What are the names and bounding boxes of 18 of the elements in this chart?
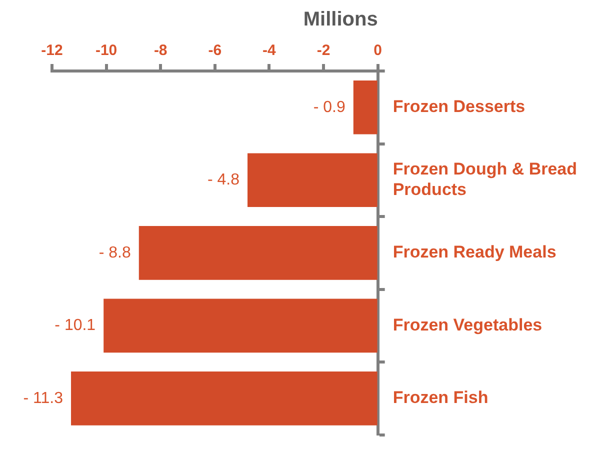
y-tick-label: Frozen Vegetables [392, 315, 542, 334]
x-tick-label: -6 [208, 42, 222, 60]
y-tick-label: Frozen Dough & Bread Products [392, 160, 577, 200]
x-tick-label: -4 [262, 42, 277, 60]
x-tick-label: -10 [95, 42, 118, 60]
y-tick-label: Frozen Fish [392, 388, 488, 408]
y-tick-label: Frozen Desserts [392, 97, 526, 116]
data-label: - 11.3 [23, 390, 64, 407]
data-label: - 0.9 [313, 98, 346, 116]
data-label: - 8.8 [98, 244, 131, 262]
x-tick-label: -8 [154, 42, 168, 60]
y-tick-label: Frozen Ready Meals [392, 242, 556, 262]
x-tick-label: -2 [316, 42, 330, 60]
x-tick-label: 0 [374, 42, 382, 60]
x-tick-label: -12 [41, 42, 63, 60]
data-label: - 10.1 [54, 317, 96, 334]
data-label: - 4.8 [207, 172, 240, 189]
x-axis-title: Millions [303, 8, 378, 31]
